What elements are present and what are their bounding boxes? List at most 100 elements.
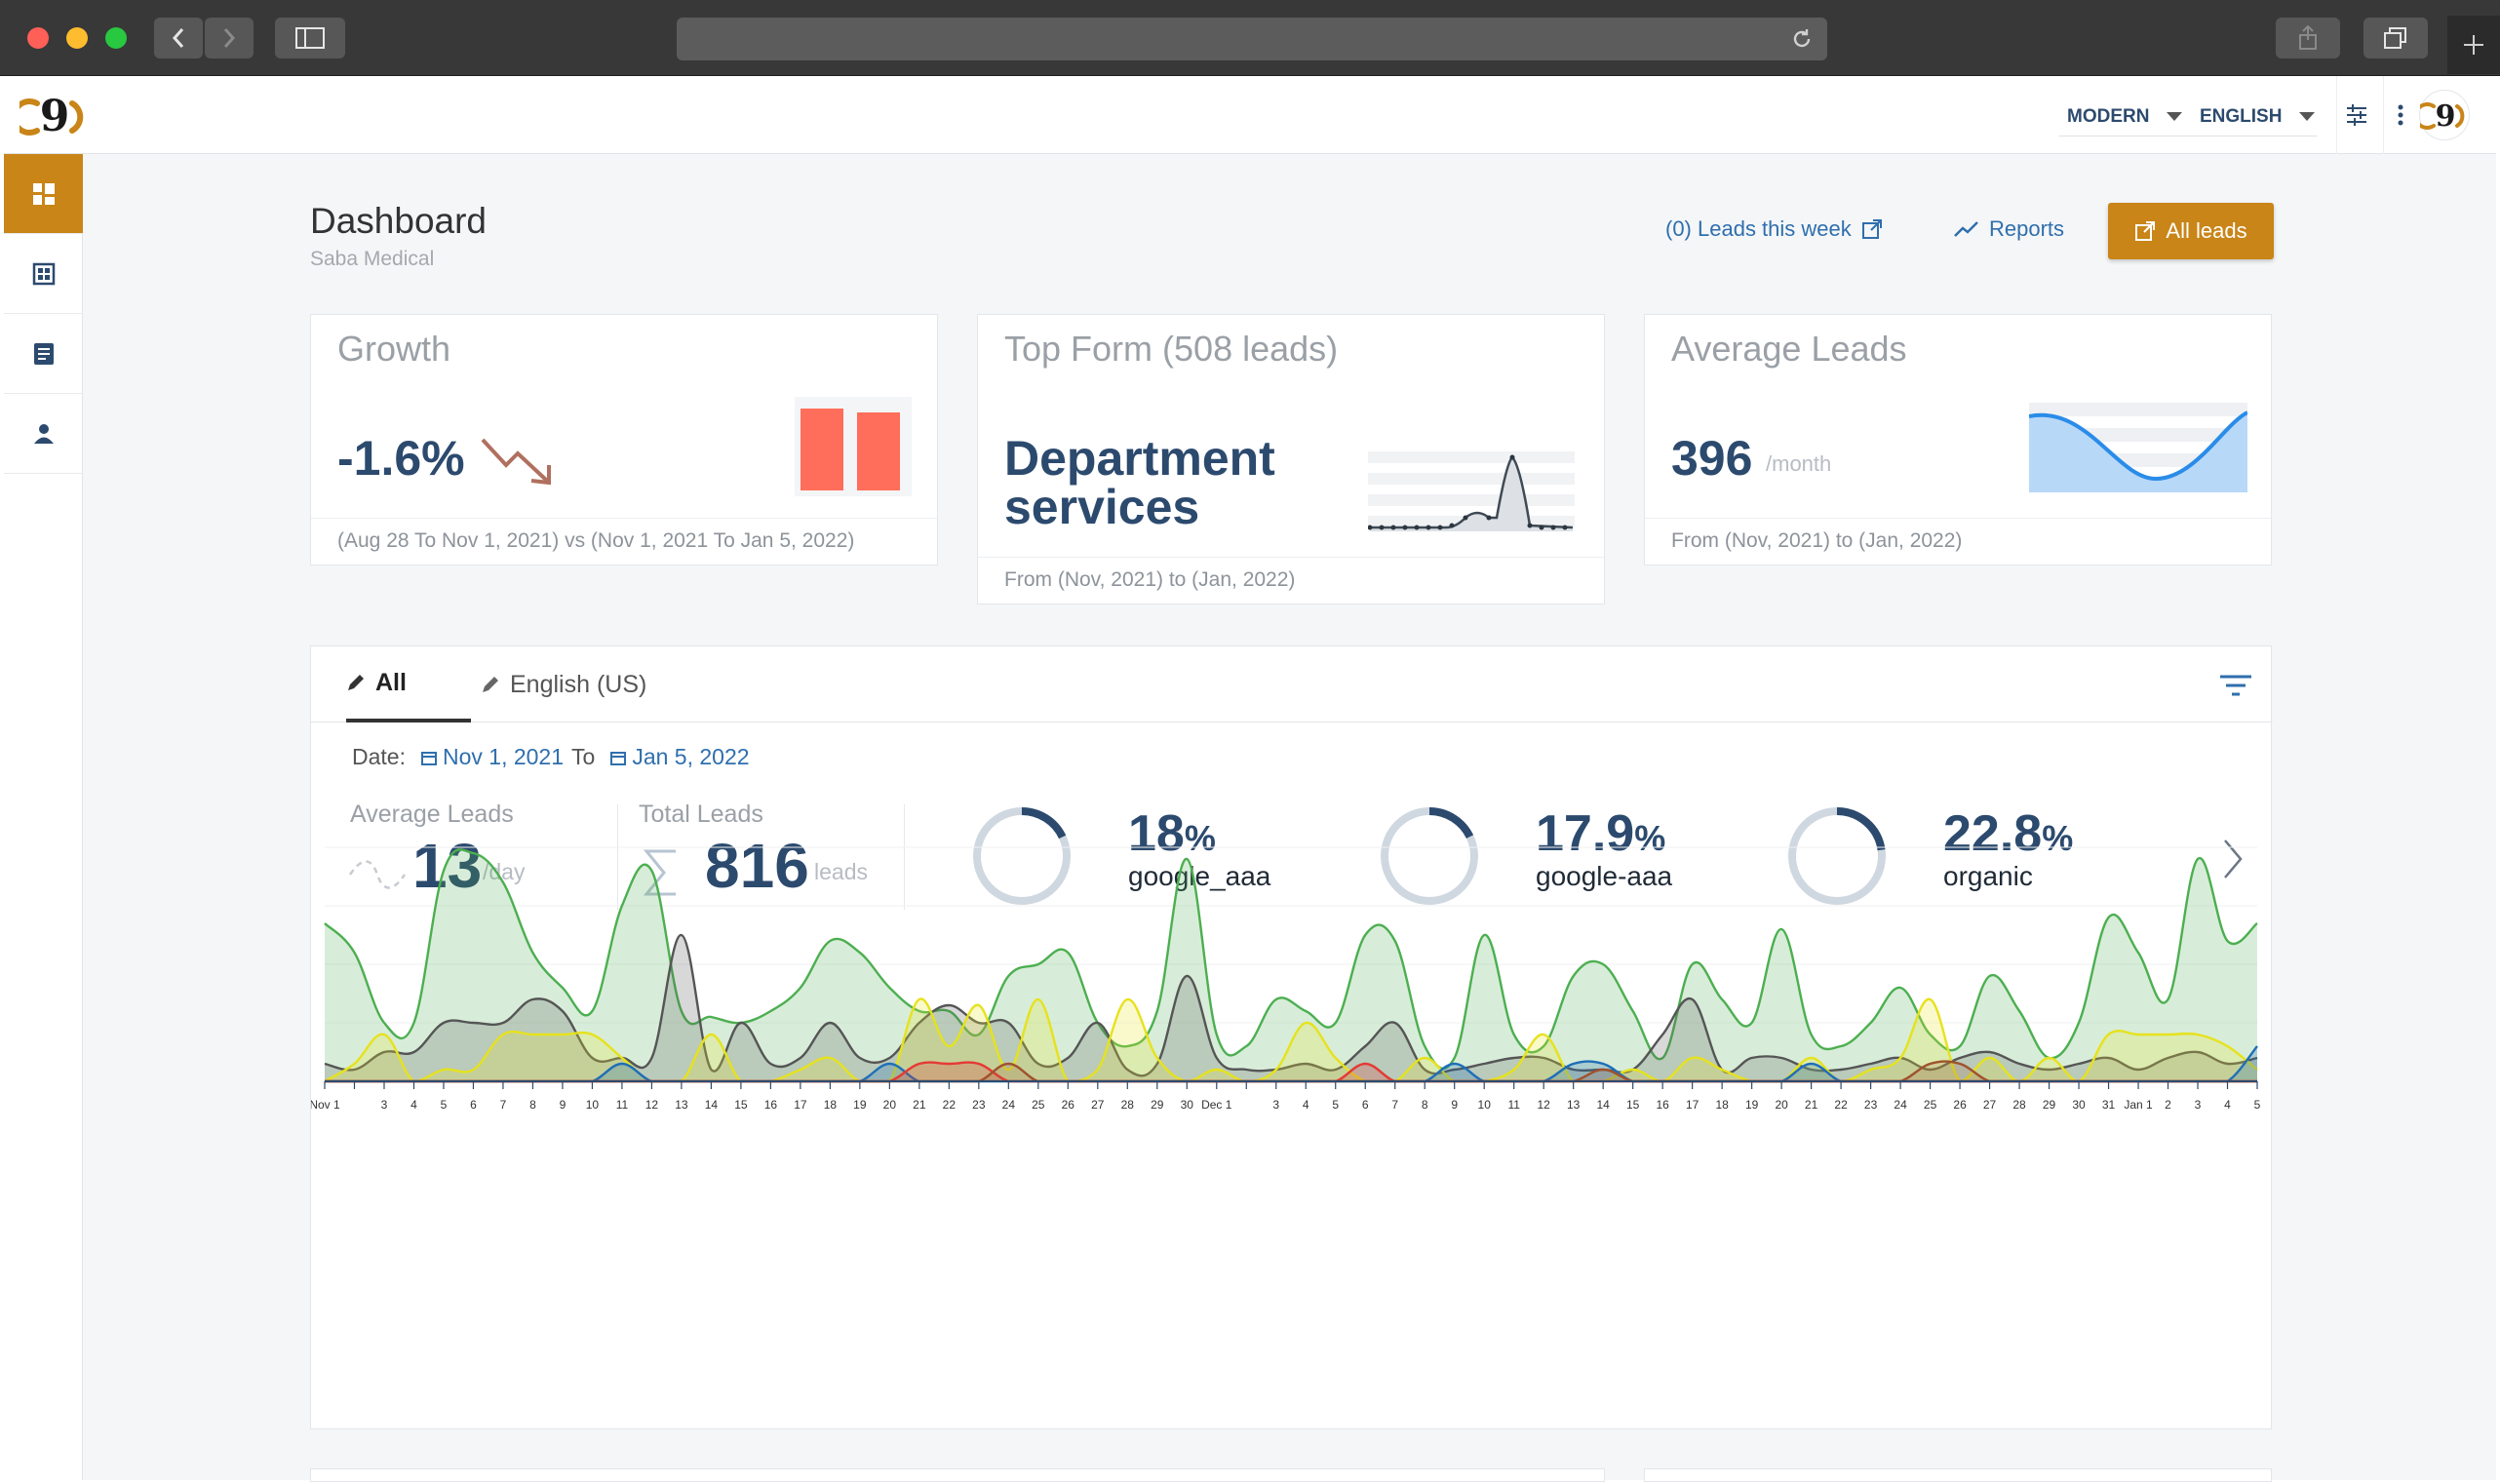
- x-tick-label: 21: [913, 1098, 926, 1112]
- external-link-icon: [1861, 219, 1882, 239]
- x-tick-label: 27: [1091, 1098, 1105, 1112]
- bottom-card: [1644, 1468, 2272, 1482]
- wave-icon: [348, 860, 407, 889]
- x-tick-label: 3: [1272, 1098, 1279, 1112]
- x-tick-label: 18: [1715, 1098, 1729, 1112]
- minimize-window-icon[interactable]: [66, 27, 88, 49]
- top-form-card-footer: From (Nov, 2021) to (Jan, 2022): [978, 557, 1604, 604]
- external-link-icon: [2135, 221, 2156, 241]
- tab-all[interactable]: All: [346, 646, 471, 722]
- leads-this-week-link[interactable]: (0) Leads this week: [1665, 216, 1883, 242]
- x-tick-label: 5: [441, 1098, 448, 1112]
- top-bar: 9 MODERN ENGLISH 9: [4, 76, 2496, 154]
- reload-icon[interactable]: [1790, 27, 1814, 51]
- percent-sign: %: [1184, 818, 1216, 858]
- address-bar[interactable]: [677, 18, 1827, 60]
- x-tick-label: 29: [2043, 1098, 2056, 1112]
- brand-logo[interactable]: 9: [20, 86, 90, 144]
- x-tick-label: 17: [1686, 1098, 1699, 1112]
- x-tick-label: 22: [1834, 1098, 1848, 1112]
- top-form-sparkline: [1368, 451, 1575, 531]
- date-to-picker[interactable]: Jan 5, 2022: [610, 744, 750, 770]
- average-leads-unit: /month: [1766, 451, 1832, 476]
- theme-select[interactable]: MODERN: [2059, 98, 2192, 137]
- calendar-icon: [420, 751, 437, 765]
- growth-card-footer: (Aug 28 To Nov 1, 2021) vs (Nov 1, 2021 …: [311, 518, 937, 565]
- series-line: [324, 848, 2258, 1071]
- x-tick-label: 26: [1062, 1098, 1075, 1112]
- x-tick-label: 23: [972, 1098, 986, 1112]
- x-tick-label: 11: [616, 1098, 629, 1112]
- all-leads-button[interactable]: All leads: [2108, 203, 2274, 259]
- sidebar-item-dashboard[interactable]: [4, 154, 83, 234]
- chevron-right-icon: [223, 28, 236, 48]
- pencil-icon: [348, 675, 364, 690]
- reports-link[interactable]: Reports: [1954, 216, 2064, 242]
- x-tick-label: 20: [883, 1098, 897, 1112]
- percent-sign: %: [1634, 818, 1666, 858]
- sidebar-item-users[interactable]: [4, 394, 83, 474]
- all-leads-label: All leads: [2166, 218, 2247, 243]
- x-tick-label: 12: [1538, 1098, 1551, 1112]
- source-donut: [1381, 807, 1478, 905]
- source-donut: [973, 807, 1071, 905]
- dashboard-icon: [32, 182, 55, 205]
- chevron-down-icon: [2299, 112, 2316, 121]
- tabs-icon: [2384, 27, 2406, 49]
- chevron-right-icon[interactable]: [2222, 838, 2244, 880]
- x-tick-label: 15: [734, 1098, 748, 1112]
- account-menu[interactable]: 9: [2383, 76, 2480, 154]
- growth-bar-chart: [795, 397, 912, 496]
- average-leads-card-title: Average Leads: [1671, 329, 1907, 369]
- percent-sign: %: [2042, 818, 2074, 858]
- x-tick-label: 14: [705, 1098, 719, 1112]
- tab-english-us[interactable]: English (US): [481, 646, 646, 722]
- x-tick-label: 6: [470, 1098, 477, 1112]
- new-tab-button[interactable]: [2447, 16, 2500, 74]
- sidebar-item-documents[interactable]: [4, 314, 83, 394]
- back-button[interactable]: [154, 18, 203, 59]
- filter-settings-button[interactable]: [2336, 76, 2375, 154]
- x-tick-label: 21: [1805, 1098, 1818, 1112]
- top-form-card-title: Top Form (508 leads): [1004, 329, 1339, 369]
- avg-leads-value: 13: [412, 830, 482, 902]
- growth-card: Growth -1.6% (Aug 28 To Nov 1, 2021) vs …: [310, 314, 938, 566]
- donut-arc: [1428, 807, 1474, 840]
- x-tick-label: 31: [2102, 1098, 2116, 1112]
- source-percent-value: 18: [1128, 805, 1185, 862]
- x-tick-label: Dec 1: [1201, 1098, 1232, 1112]
- share-button[interactable]: [2276, 18, 2340, 59]
- x-tick-label: 17: [794, 1098, 807, 1112]
- tabs-overview-button[interactable]: [2363, 18, 2428, 59]
- filter-icon[interactable]: [2220, 674, 2251, 697]
- x-tick-label: 8: [1422, 1098, 1428, 1112]
- forward-button[interactable]: [205, 18, 254, 59]
- x-tick-label: 20: [1775, 1098, 1788, 1112]
- source-percent-value: 22.8: [1943, 805, 2043, 862]
- x-tick-label: 9: [1451, 1098, 1458, 1112]
- leads-this-week-label: (0) Leads this week: [1665, 216, 1852, 241]
- trending-up-icon: [1954, 221, 1978, 237]
- leads-area-chart: Nov 1 3 4 5 6 7 8 9 10 11 12 13 14 15 16 17 18 19 20 21 22 23…: [311, 846, 2261, 1112]
- x-tick-label: 7: [500, 1098, 507, 1112]
- x-tick-label: 8: [529, 1098, 536, 1112]
- more-vertical-icon[interactable]: [2398, 103, 2403, 127]
- date-from-picker[interactable]: Nov 1, 2021: [420, 744, 564, 770]
- sidebar-item-forms[interactable]: [4, 234, 83, 314]
- avatar[interactable]: 9: [2413, 90, 2470, 140]
- sliders-icon: [2346, 104, 2366, 126]
- average-leads-value: 396: [1671, 431, 1753, 486]
- x-tick-label: 30: [2072, 1098, 2086, 1112]
- divider: [904, 804, 905, 910]
- language-select[interactable]: ENGLISH: [2192, 98, 2317, 137]
- maximize-window-icon[interactable]: [105, 27, 127, 49]
- sidebar-toggle-button[interactable]: [275, 18, 345, 59]
- browser-chrome: [0, 0, 2500, 76]
- source-percent-value: 17.9: [1536, 805, 1635, 862]
- x-tick-label: 3: [381, 1098, 388, 1112]
- close-window-icon[interactable]: [27, 27, 49, 49]
- x-tick-label: 19: [853, 1098, 867, 1112]
- x-tick-label: 9: [560, 1098, 566, 1112]
- avg-leads-label: Average Leads: [350, 801, 514, 828]
- trending-down-icon: [481, 438, 551, 486]
